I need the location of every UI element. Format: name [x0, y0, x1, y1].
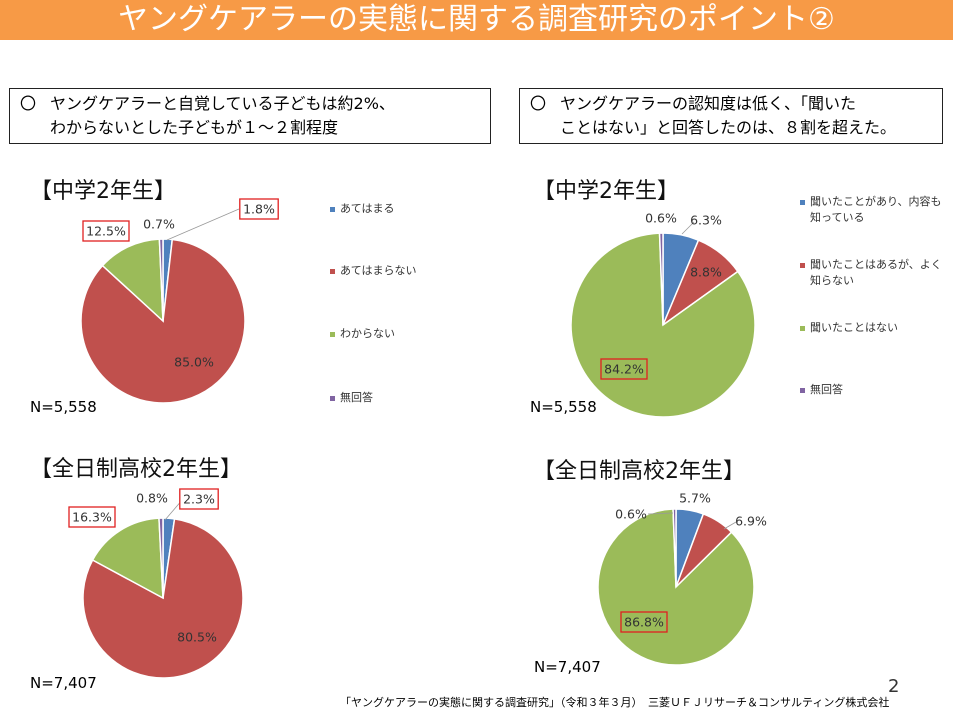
legend-label: 無回答: [340, 391, 373, 404]
pie-slice: [101, 238, 164, 323]
footer-source: 「ヤングケアラーの実態に関する調査研究」（令和３年３月） 三菱ＵＦＪリサーチ＆コ…: [340, 696, 890, 709]
chart-3-title: 【中学2年生】: [533, 179, 679, 204]
legend-swatch: [800, 325, 805, 331]
data-label: 0.6%: [615, 507, 647, 522]
legend-label: 無回答: [810, 383, 843, 396]
data-label: 0.7%: [143, 217, 175, 232]
data-label: 12.5%: [86, 224, 126, 239]
legend-item: あてはまらない: [330, 262, 417, 278]
callout-left-line1: ヤングケアラーと自覚している子どもは約2%、: [50, 94, 395, 113]
legend-right: 聞いたことがあり、内容も 知っている 聞いたことはあるが、よく 知らない 聞いたこと…: [800, 193, 950, 403]
data-label: 80.5%: [177, 630, 217, 645]
leader-line: [647, 512, 674, 515]
callout-bullet: 〇: [20, 94, 37, 113]
data-label: 1.8%: [243, 202, 275, 217]
legend-label: 聞いたことがあり、内容も: [810, 195, 942, 208]
leader-line: [681, 221, 695, 235]
leader-line: [723, 521, 737, 530]
pie-slice: [672, 508, 677, 588]
data-label: 2.3%: [183, 492, 215, 507]
data-label: 86.8%: [624, 615, 664, 630]
pie-slice: [91, 517, 164, 600]
pie-slice: [158, 517, 164, 599]
chart-1-n: N=5,558: [30, 398, 97, 416]
legend-left: あてはまる あてはまらない わからない 無回答: [330, 200, 470, 410]
legend-swatch: [800, 262, 805, 268]
legend-item: わからない: [330, 325, 395, 341]
legend-label-cont: 知らない: [810, 274, 854, 287]
chart-2-n: N=7,407: [30, 674, 97, 692]
data-label: 0.8%: [136, 491, 168, 506]
legend-label: 聞いたことはあるが、よく: [810, 258, 942, 271]
legend-item: 聞いたことがあり、内容も 知っている: [800, 193, 942, 225]
data-label: 16.3%: [72, 510, 112, 525]
legend-item: 聞いたことはあるが、よく 知らない: [800, 256, 942, 288]
pie-slice: [570, 232, 756, 418]
legend-swatch: [330, 395, 335, 401]
data-label: 84.2%: [604, 362, 644, 377]
callout-right-line2: ことはない」と回答したのは、８割を超えた。: [560, 118, 897, 137]
highlight-box: [82, 220, 130, 242]
page-title-banner: ヤングケアラーの実態に関する調査研究のポイント②: [0, 0, 953, 40]
data-label: 0.6%: [645, 211, 677, 226]
highlight-box: [179, 488, 219, 510]
pie-slice: [597, 508, 755, 666]
highlight-box: [239, 198, 279, 220]
pie-slice: [158, 238, 164, 322]
legend-item: あてはまる: [330, 200, 395, 216]
data-label: 6.3%: [690, 213, 722, 228]
highlight-box: [620, 611, 668, 633]
chart-4-title: 【全日制高校2年生】: [533, 459, 745, 484]
callout-bullet: 〇: [530, 94, 547, 113]
chart-4-n: N=7,407: [534, 658, 601, 676]
legend-swatch: [800, 199, 805, 205]
data-label: 5.7%: [679, 491, 711, 506]
callout-right: 〇ヤングケアラーの認知度は低く、「聞いた ことはない」と回答したのは、８割を超え…: [519, 88, 943, 144]
legend-label: あてはまらない: [340, 264, 417, 277]
legend-swatch: [800, 387, 805, 393]
legend-swatch: [330, 206, 335, 212]
data-label: 6.9%: [735, 514, 767, 529]
legend-label: わからない: [340, 327, 395, 340]
legend-item: 無回答: [800, 381, 843, 397]
legend-item: 無回答: [330, 389, 373, 405]
legend-item: 聞いたことはない: [800, 319, 898, 335]
page-number: 2: [888, 676, 900, 697]
chart-3-n: N=5,558: [530, 398, 597, 416]
legend-label: 聞いたことはない: [810, 321, 898, 334]
legend-label: あてはまる: [340, 202, 395, 215]
callout-right-line1: ヤングケアラーの認知度は低く、「聞いた: [560, 94, 857, 113]
chart-2-title: 【全日制高校2年生】: [30, 457, 242, 482]
pie-slice: [658, 232, 664, 326]
legend-swatch: [330, 331, 335, 337]
callout-left: 〇ヤングケアラーと自覚している子どもは約2%、 わからないとした子どもが１～２割…: [9, 88, 491, 144]
chart-1-title: 【中学2年生】: [30, 179, 176, 204]
leader-line: [166, 208, 240, 241]
highlight-box: [68, 506, 116, 528]
legend-swatch: [330, 268, 335, 274]
callout-left-line2: わからないとした子どもが１～２割程度: [50, 118, 339, 137]
highlight-box: [600, 358, 648, 380]
data-label: 85.0%: [174, 355, 214, 370]
page-title: ヤングケアラーの実態に関する調査研究のポイント②: [118, 2, 835, 37]
data-label: 8.8%: [690, 265, 722, 280]
legend-label-cont: 知っている: [810, 211, 865, 224]
